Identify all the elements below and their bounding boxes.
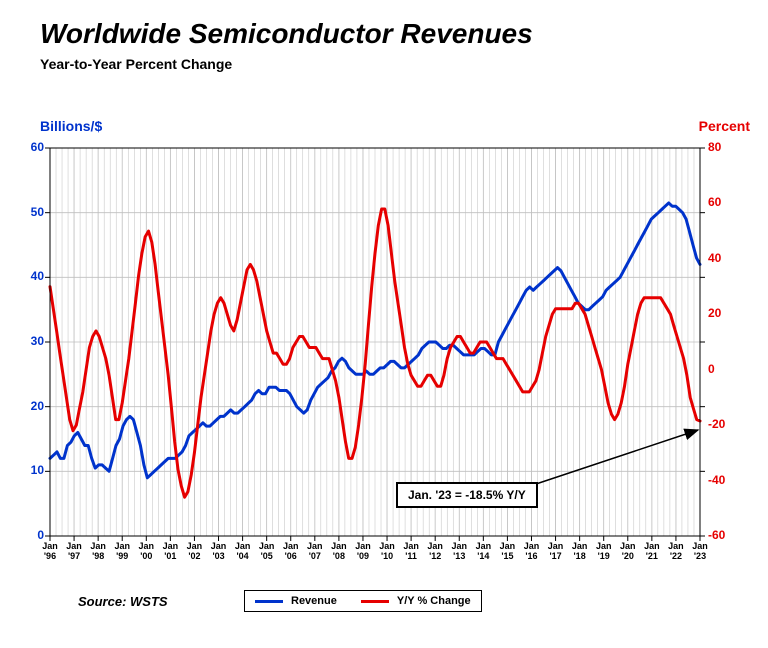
x-tick: Jan'17 — [544, 542, 568, 562]
annotation-box: Jan. '23 = -18.5% Y/Y — [396, 482, 538, 508]
x-tick: Jan'22 — [664, 542, 688, 562]
y1-tick: 30 — [16, 334, 44, 348]
x-tick: Jan'03 — [207, 542, 231, 562]
y1-tick: 10 — [16, 463, 44, 477]
x-tick: Jan'11 — [399, 542, 423, 562]
x-tick: Jan'05 — [255, 542, 279, 562]
y2-tick: -60 — [708, 528, 736, 542]
x-tick: Jan'18 — [568, 542, 592, 562]
x-tick: Jan'21 — [640, 542, 664, 562]
y1-tick: 20 — [16, 399, 44, 413]
legend-swatch-yoy — [361, 600, 389, 603]
x-tick: Jan'04 — [231, 542, 255, 562]
y2-tick: 0 — [708, 362, 736, 376]
x-tick: Jan'10 — [375, 542, 399, 562]
x-tick: Jan'12 — [423, 542, 447, 562]
y1-tick: 60 — [16, 140, 44, 154]
x-tick: Jan'06 — [279, 542, 303, 562]
x-tick: Jan'02 — [182, 542, 206, 562]
y2-tick: 60 — [708, 195, 736, 209]
y2-tick: -40 — [708, 473, 736, 487]
x-tick: Jan'07 — [303, 542, 327, 562]
y2-tick: 80 — [708, 140, 736, 154]
legend: Revenue Y/Y % Change — [244, 590, 482, 612]
y2-tick: 40 — [708, 251, 736, 265]
x-tick: Jan'97 — [62, 542, 86, 562]
x-tick: Jan'19 — [592, 542, 616, 562]
y2-tick: -20 — [708, 417, 736, 431]
x-tick: Jan'96 — [38, 542, 62, 562]
legend-swatch-revenue — [255, 600, 283, 603]
x-tick: Jan'20 — [616, 542, 640, 562]
x-tick: Jan'08 — [327, 542, 351, 562]
source-text: Source: WSTS — [78, 594, 168, 609]
x-tick: Jan'98 — [86, 542, 110, 562]
x-tick: Jan'01 — [158, 542, 182, 562]
legend-label-yoy: Y/Y % Change — [397, 595, 471, 607]
x-tick: Jan'99 — [110, 542, 134, 562]
y2-tick: 20 — [708, 306, 736, 320]
x-tick: Jan'14 — [471, 542, 495, 562]
y1-tick: 40 — [16, 269, 44, 283]
x-tick: Jan'16 — [519, 542, 543, 562]
x-tick: Jan'00 — [134, 542, 158, 562]
x-tick: Jan'15 — [495, 542, 519, 562]
x-tick: Jan'13 — [447, 542, 471, 562]
x-tick: Jan'23 — [688, 542, 712, 562]
legend-label-revenue: Revenue — [291, 595, 337, 607]
y1-tick: 0 — [16, 528, 44, 542]
x-tick: Jan'09 — [351, 542, 375, 562]
y1-tick: 50 — [16, 205, 44, 219]
